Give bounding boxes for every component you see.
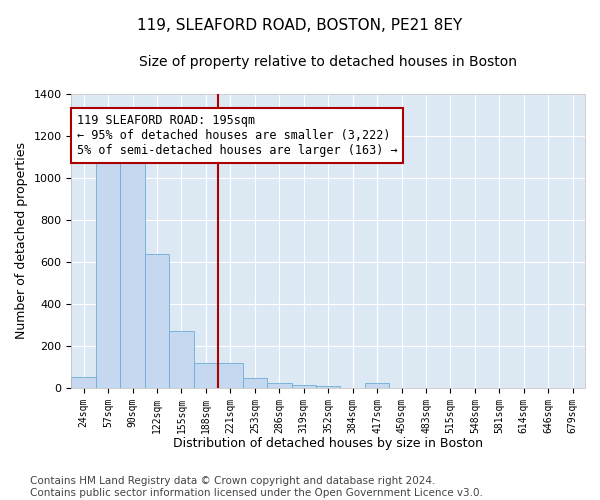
- Bar: [194, 362, 218, 388]
- Bar: [71, 378, 96, 388]
- Bar: [169, 331, 194, 388]
- Title: Size of property relative to detached houses in Boston: Size of property relative to detached ho…: [139, 55, 517, 69]
- X-axis label: Distribution of detached houses by size in Boston: Distribution of detached houses by size …: [173, 437, 483, 450]
- Text: 119, SLEAFORD ROAD, BOSTON, PE21 8EY: 119, SLEAFORD ROAD, BOSTON, PE21 8EY: [137, 18, 463, 32]
- Bar: [121, 124, 145, 388]
- Text: 119 SLEAFORD ROAD: 195sqm
← 95% of detached houses are smaller (3,222)
5% of sem: 119 SLEAFORD ROAD: 195sqm ← 95% of detac…: [77, 114, 397, 158]
- Bar: [218, 362, 242, 388]
- Bar: [292, 384, 316, 388]
- Bar: [267, 382, 292, 388]
- Bar: [316, 386, 340, 388]
- Bar: [96, 162, 121, 388]
- Bar: [242, 378, 267, 388]
- Y-axis label: Number of detached properties: Number of detached properties: [15, 142, 28, 340]
- Bar: [145, 254, 169, 388]
- Bar: [365, 382, 389, 388]
- Text: Contains HM Land Registry data © Crown copyright and database right 2024.
Contai: Contains HM Land Registry data © Crown c…: [30, 476, 483, 498]
